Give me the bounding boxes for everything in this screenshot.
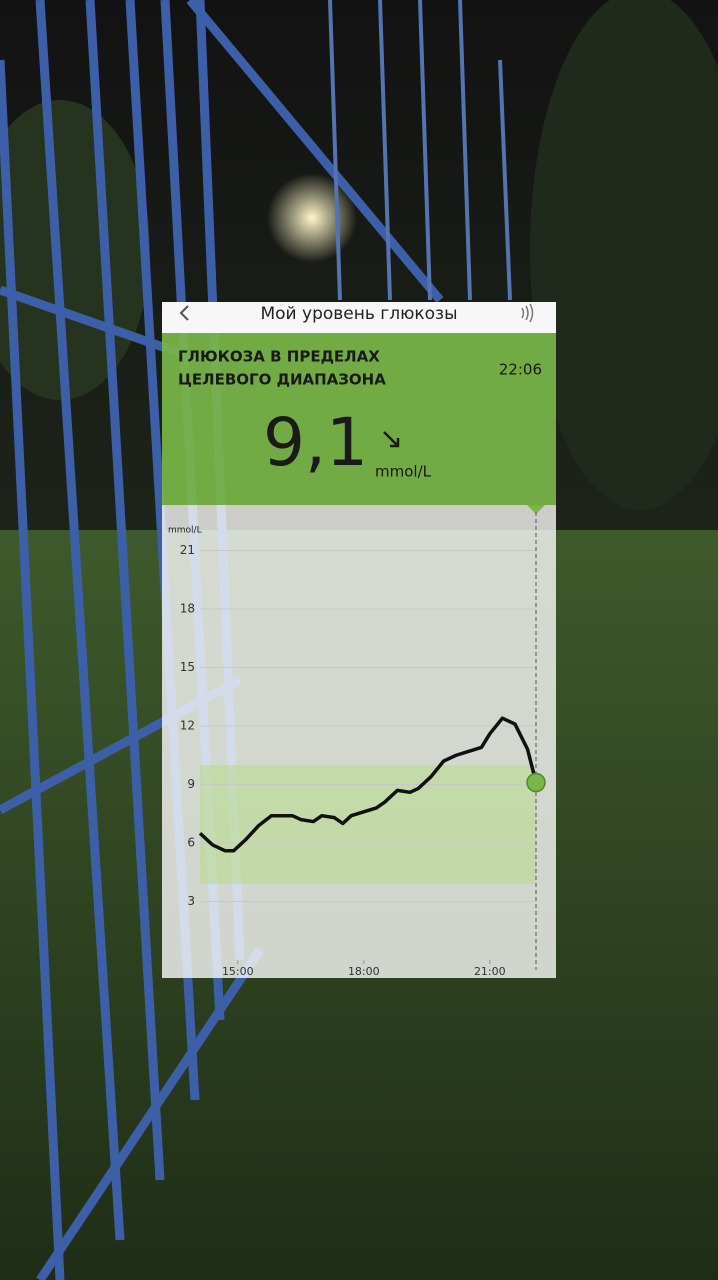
back-button[interactable]	[179, 305, 189, 321]
glucose-line	[198, 716, 538, 853]
pointer	[527, 505, 545, 514]
status-panel	[162, 333, 556, 505]
status-line: ГЛЮКОЗА В ПРЕДЕЛАХ	[178, 348, 380, 366]
x-tick-label: 15:00	[222, 965, 254, 978]
reading-time: 22:06	[499, 361, 542, 379]
y-tick-label: 6	[187, 836, 195, 850]
screen-title: Мой уровень глюкозы	[260, 304, 457, 324]
chart-panel	[162, 505, 556, 978]
status-line: ЦЕЛЕВОГО ДИАПАЗОНА	[178, 371, 386, 389]
y-tick-label: 15	[180, 660, 195, 674]
y-tick-label: 18	[180, 602, 195, 616]
x-tick-label: 21:00	[474, 965, 506, 978]
nfc-icon	[521, 303, 534, 323]
y-tick-label: 9	[187, 777, 195, 791]
y-axis-label: mmol/L	[168, 526, 202, 536]
y-tick-label: 3	[187, 894, 195, 908]
y-tick-label: 21	[180, 543, 195, 557]
x-tick-label: 18:00	[348, 965, 380, 978]
glucose-unit: mmol/L	[375, 463, 432, 481]
trend-arrow	[383, 431, 400, 448]
target-range	[200, 765, 536, 884]
app-card: Мой уровень глюкозы ГЛЮКОЗА В ПРЕДЕЛАХ Ц…	[162, 302, 556, 978]
plot: 3 6 9 12 15 18 21 15:00 18:00 21:00	[180, 512, 546, 978]
title-bar	[162, 302, 556, 333]
current-reading	[526, 772, 546, 793]
y-tick-label: 12	[180, 719, 195, 733]
glucose-value: 9,1	[263, 404, 368, 481]
